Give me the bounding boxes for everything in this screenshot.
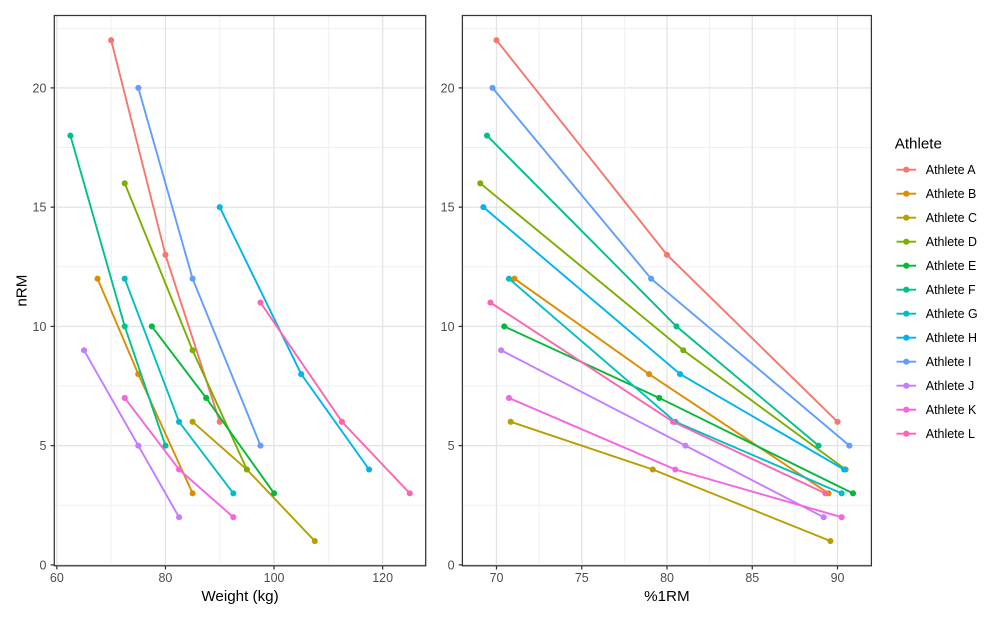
svg-text:Athlete J: Athlete J bbox=[926, 379, 974, 393]
svg-text:%1RM: %1RM bbox=[644, 588, 690, 605]
svg-text:Weight (kg): Weight (kg) bbox=[201, 588, 278, 605]
svg-text:nRM: nRM bbox=[14, 275, 31, 307]
svg-text:80: 80 bbox=[660, 571, 674, 585]
svg-text:70: 70 bbox=[490, 571, 504, 585]
svg-text:Athlete E: Athlete E bbox=[926, 259, 976, 273]
svg-text:20: 20 bbox=[33, 81, 47, 95]
svg-text:20: 20 bbox=[441, 81, 455, 95]
svg-text:120: 120 bbox=[372, 571, 393, 585]
svg-text:80: 80 bbox=[159, 571, 173, 585]
svg-text:5: 5 bbox=[448, 439, 455, 453]
svg-text:Athlete H: Athlete H bbox=[926, 331, 977, 345]
svg-text:75: 75 bbox=[575, 571, 589, 585]
svg-text:10: 10 bbox=[441, 320, 455, 334]
svg-text:Athlete D: Athlete D bbox=[926, 235, 977, 249]
svg-text:5: 5 bbox=[39, 439, 46, 453]
svg-text:15: 15 bbox=[441, 201, 455, 215]
svg-text:100: 100 bbox=[264, 571, 285, 585]
svg-text:Athlete L: Athlete L bbox=[926, 427, 975, 441]
svg-text:Athlete: Athlete bbox=[895, 136, 942, 153]
svg-text:Athlete I: Athlete I bbox=[926, 355, 972, 369]
svg-text:85: 85 bbox=[745, 571, 759, 585]
svg-text:10: 10 bbox=[33, 320, 47, 334]
svg-text:15: 15 bbox=[33, 201, 47, 215]
svg-text:Athlete C: Athlete C bbox=[926, 211, 977, 225]
svg-text:90: 90 bbox=[831, 571, 845, 585]
svg-text:Athlete G: Athlete G bbox=[926, 307, 978, 321]
svg-text:0: 0 bbox=[448, 558, 455, 572]
svg-text:0: 0 bbox=[39, 558, 46, 572]
svg-text:60: 60 bbox=[50, 571, 64, 585]
svg-text:Athlete K: Athlete K bbox=[926, 403, 977, 417]
svg-text:Athlete F: Athlete F bbox=[926, 283, 976, 297]
svg-text:Athlete A: Athlete A bbox=[926, 163, 976, 177]
svg-text:Athlete B: Athlete B bbox=[926, 187, 976, 201]
